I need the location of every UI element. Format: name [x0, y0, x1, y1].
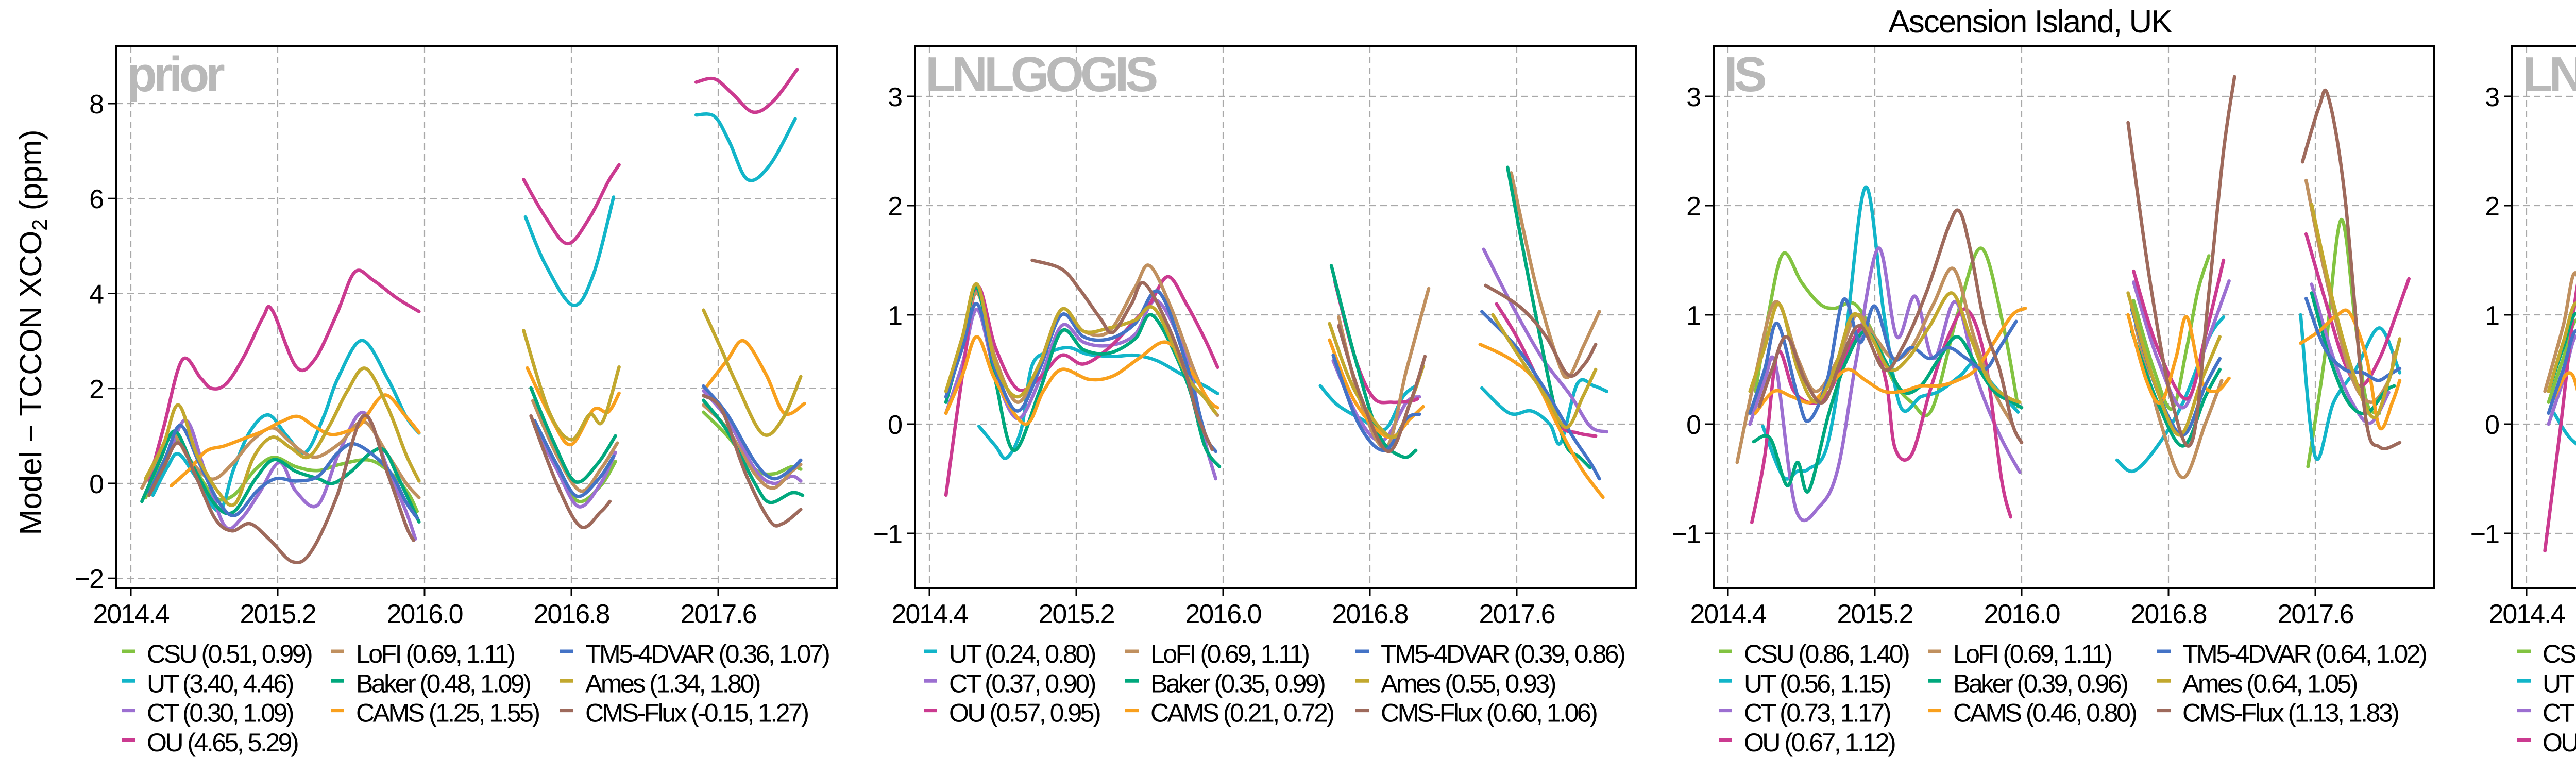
- svg-text:6: 6: [89, 184, 103, 214]
- svg-text:CSU (0.51, 0.99): CSU (0.51, 0.99): [147, 640, 312, 668]
- svg-text:LoFI (0.69, 1.11): LoFI (0.69, 1.11): [1150, 640, 1309, 668]
- svg-text:UT (0.24, 0.80): UT (0.24, 0.80): [949, 640, 1095, 668]
- svg-text:3: 3: [888, 82, 902, 112]
- svg-text:CAMS (0.46, 0.80): CAMS (0.46, 0.80): [1953, 699, 2136, 728]
- svg-text:3: 3: [1686, 82, 1700, 112]
- svg-text:2016.0: 2016.0: [1185, 599, 1261, 629]
- svg-text:CT (0.57, 0.99): CT (0.57, 0.99): [2543, 699, 2576, 728]
- svg-text:0: 0: [888, 410, 902, 440]
- svg-text:IS: IS: [1724, 47, 1766, 102]
- svg-text:2: 2: [888, 192, 902, 222]
- svg-text:CT (0.37, 0.90): CT (0.37, 0.90): [949, 669, 1095, 698]
- svg-text:2: 2: [89, 375, 103, 405]
- svg-text:Ames (0.55, 0.93): Ames (0.55, 0.93): [1381, 669, 1555, 698]
- svg-text:2015.2: 2015.2: [1038, 599, 1114, 629]
- svg-text:UT (3.40, 4.46): UT (3.40, 4.46): [147, 669, 293, 698]
- svg-text:CMS-Flux (1.13, 1.83): CMS-Flux (1.13, 1.83): [2182, 699, 2398, 728]
- svg-text:TM5-4DVAR (0.36, 1.07): TM5-4DVAR (0.36, 1.07): [585, 640, 829, 668]
- svg-text:4: 4: [89, 280, 104, 310]
- svg-text:Model − TCCON XCO2 (ppm): Model − TCCON XCO2 (ppm): [13, 130, 52, 535]
- svg-text:LNLGOGIS: LNLGOGIS: [925, 47, 1157, 102]
- svg-text:UT (0.82, 1.20): UT (0.82, 1.20): [2543, 669, 2576, 698]
- svg-text:Baker (0.39, 0.96): Baker (0.39, 0.96): [1953, 669, 2127, 698]
- svg-text:TM5-4DVAR (0.64, 1.02): TM5-4DVAR (0.64, 1.02): [2182, 640, 2426, 668]
- svg-text:2015.2: 2015.2: [1837, 599, 1912, 629]
- svg-text:Baker (0.35, 0.99): Baker (0.35, 0.99): [1150, 669, 1325, 698]
- svg-text:OU (0.57, 0.95): OU (0.57, 0.95): [949, 699, 1100, 728]
- svg-text:Ames (0.64, 1.05): Ames (0.64, 1.05): [2182, 669, 2357, 698]
- svg-text:2014.4: 2014.4: [891, 599, 968, 629]
- svg-text:CT (0.73, 1.17): CT (0.73, 1.17): [1744, 699, 1890, 728]
- svg-text:2016.0: 2016.0: [386, 599, 462, 629]
- svg-text:8: 8: [89, 90, 103, 120]
- svg-text:OU (0.67, 1.12): OU (0.67, 1.12): [1744, 728, 1895, 757]
- svg-text:CAMS (0.21, 0.72): CAMS (0.21, 0.72): [1150, 699, 1333, 728]
- svg-text:2016.8: 2016.8: [2130, 599, 2206, 629]
- svg-text:1: 1: [1686, 301, 1700, 331]
- svg-text:0: 0: [89, 469, 103, 499]
- svg-text:prior: prior: [127, 47, 224, 102]
- svg-text:2014.4: 2014.4: [1690, 599, 1766, 629]
- svg-text:LoFI (0.69, 1.11): LoFI (0.69, 1.11): [356, 640, 514, 668]
- svg-text:CMS-Flux (-0.15, 1.27): CMS-Flux (-0.15, 1.27): [585, 699, 808, 728]
- svg-text:−1: −1: [2470, 519, 2499, 549]
- svg-text:3: 3: [2485, 82, 2499, 112]
- svg-text:2014.4: 2014.4: [93, 599, 169, 629]
- svg-text:2017.6: 2017.6: [1479, 599, 1554, 629]
- svg-text:UT (0.56, 1.15): UT (0.56, 1.15): [1744, 669, 1890, 698]
- svg-text:2: 2: [2485, 192, 2499, 222]
- svg-text:2017.6: 2017.6: [2277, 599, 2353, 629]
- svg-text:Baker (0.48, 1.09): Baker (0.48, 1.09): [356, 669, 530, 698]
- svg-text:1: 1: [888, 301, 902, 331]
- svg-text:LNLG: LNLG: [2522, 47, 2576, 102]
- svg-text:CT (0.30, 1.09): CT (0.30, 1.09): [147, 699, 293, 728]
- svg-text:−1: −1: [873, 519, 902, 549]
- svg-text:2017.6: 2017.6: [680, 599, 756, 629]
- svg-text:2015.2: 2015.2: [240, 599, 315, 629]
- svg-text:−2: −2: [75, 564, 103, 594]
- svg-text:2014.4: 2014.4: [2488, 599, 2565, 629]
- svg-text:2016.8: 2016.8: [533, 599, 609, 629]
- svg-text:TM5-4DVAR (0.39, 0.86): TM5-4DVAR (0.39, 0.86): [1381, 640, 1624, 668]
- svg-text:2: 2: [1686, 192, 1700, 222]
- svg-text:Ames (1.34, 1.80): Ames (1.34, 1.80): [585, 669, 760, 698]
- svg-text:OU (4.65, 5.29): OU (4.65, 5.29): [147, 728, 298, 757]
- svg-text:2016.8: 2016.8: [1332, 599, 1408, 629]
- svg-text:Ascension Island, UK: Ascension Island, UK: [1888, 4, 2172, 40]
- svg-text:−1: −1: [1672, 519, 1700, 549]
- svg-text:OU (0.73, 1.09): OU (0.73, 1.09): [2543, 728, 2576, 757]
- svg-text:CSU (1.20, 1.42): CSU (1.20, 1.42): [2543, 640, 2576, 668]
- svg-text:1: 1: [2485, 301, 2499, 331]
- svg-text:2016.0: 2016.0: [1984, 599, 2059, 629]
- svg-text:CAMS (1.25, 1.55): CAMS (1.25, 1.55): [356, 699, 539, 728]
- svg-text:LoFI (0.69, 1.11): LoFI (0.69, 1.11): [1953, 640, 2111, 668]
- svg-text:CSU (0.86, 1.40): CSU (0.86, 1.40): [1744, 640, 1909, 668]
- svg-text:0: 0: [1686, 410, 1700, 440]
- svg-text:0: 0: [2485, 410, 2499, 440]
- svg-text:CMS-Flux (0.60, 1.06): CMS-Flux (0.60, 1.06): [1381, 699, 1597, 728]
